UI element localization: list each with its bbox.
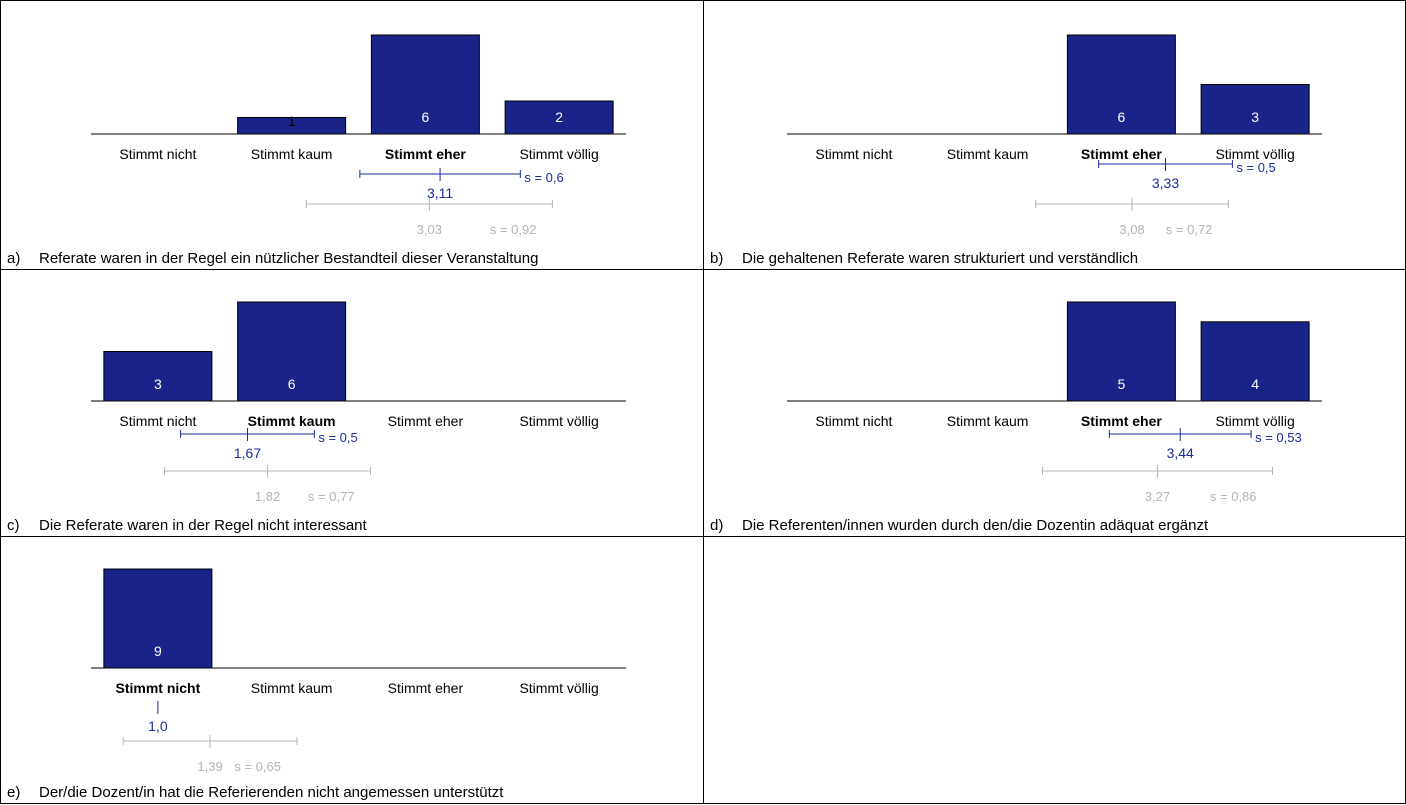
bar-4 — [1200, 321, 1310, 402]
reference-sd-label: s = 0,86 — [1210, 489, 1257, 504]
bar-value-label: 3 — [1251, 109, 1259, 125]
category-label: Stimmt eher — [1081, 413, 1162, 429]
category-label: Stimmt völlig — [519, 413, 598, 429]
bar-value-label: 6 — [1117, 109, 1125, 125]
caption-title: Die Referate waren in der Regel nicht in… — [39, 517, 367, 534]
own-mean-label: 1,67 — [234, 445, 261, 461]
chart-caption: c) Die Referate waren in der Regel nicht … — [7, 517, 367, 534]
category-label: Stimmt nicht — [119, 146, 196, 162]
reference-mean-label: 3,27 — [1145, 489, 1170, 504]
reference-sd-label: s = 0,92 — [490, 222, 537, 237]
category-label: Stimmt nicht — [119, 413, 196, 429]
chart-caption: e) Der/die Dozent/in hat die Referierende… — [7, 784, 503, 801]
category-label: Stimmt eher — [385, 146, 466, 162]
category-label: Stimmt eher — [388, 413, 464, 429]
bar-value-label: 4 — [1251, 376, 1259, 392]
reference-mean-label: 3,03 — [417, 222, 442, 237]
category-label: Stimmt völlig — [1215, 413, 1294, 429]
category-label: Stimmt nicht — [815, 413, 892, 429]
chart-panel-d: 5 4 Stimmt nicht Stimmt kaum Stimmt eher Stim… — [703, 269, 1406, 537]
category-label: Stimmt nicht — [115, 680, 200, 696]
chart-caption: b) Die gehaltenen Referate waren struktur… — [710, 250, 1138, 267]
category-label: Stimmt eher — [1081, 146, 1162, 162]
chart-svg: 1 6 2 Stimmt nicht Stimmt kaum Stimmt eher Sti… — [91, 34, 626, 237]
reference-mean-label: 3,08 — [1119, 222, 1144, 237]
caption-letter: e) — [7, 784, 21, 801]
bar-3 — [1066, 301, 1176, 402]
caption-title: Die Referenten/innen wurden durch den/di… — [742, 517, 1209, 534]
own-mean-label: 3,11 — [427, 185, 453, 201]
chart-panel-a: 1 6 2 Stimmt nicht Stimmt kaum Stimmt eher Sti… — [0, 0, 704, 270]
chart-svg: 6 3 Stimmt nicht Stimmt kaum Stimmt eher Stim… — [787, 34, 1322, 237]
bar-value-label: 1 — [288, 113, 296, 129]
bar-value-label: 6 — [288, 376, 296, 392]
category-label: Stimmt kaum — [947, 146, 1029, 162]
category-label: Stimmt kaum — [251, 680, 333, 696]
category-label: Stimmt nicht — [815, 146, 892, 162]
caption-title: Die gehaltenen Referate waren strukturie… — [742, 250, 1139, 267]
reference-mean-label: 1,82 — [255, 489, 280, 504]
own-sd-label: s = 0,53 — [1255, 430, 1302, 445]
chart-svg: 3 6 Stimmt nicht Stimmt kaum Stimmt eher Stim… — [91, 301, 626, 504]
caption-letter: c) — [7, 517, 20, 534]
reference-mean-label: 1,39 — [197, 759, 222, 774]
bar-4 — [504, 100, 614, 135]
chart-panel-c: 3 6 Stimmt nicht Stimmt kaum Stimmt eher Stim… — [0, 269, 704, 537]
caption-title: Der/die Dozent/in hat die Referierenden … — [39, 784, 504, 801]
category-label: Stimmt kaum — [947, 413, 1029, 429]
category-label: Stimmt kaum — [251, 146, 333, 162]
own-sd-label: s = 0,6 — [524, 170, 563, 185]
bar-3 — [370, 34, 480, 135]
own-sd-label: s = 0,5 — [1236, 160, 1275, 175]
chart-caption: a) Referate waren in der Regel ein nützli… — [7, 250, 538, 267]
chart-svg: 5 4 Stimmt nicht Stimmt kaum Stimmt eher Stim… — [787, 301, 1322, 504]
bar-3 — [1066, 34, 1176, 135]
empty-panel — [703, 536, 1406, 804]
bar-1 — [103, 351, 213, 402]
own-sd-label: s = 0,5 — [318, 430, 357, 445]
bar-value-label: 3 — [154, 376, 162, 392]
own-mean-label: 3,33 — [1152, 175, 1179, 191]
caption-letter: d) — [710, 517, 724, 534]
bar-value-label: 5 — [1117, 376, 1125, 392]
category-label: Stimmt völlig — [519, 680, 598, 696]
reference-sd-label: s = 0,77 — [308, 489, 355, 504]
category-label: Stimmt völlig — [1215, 146, 1294, 162]
bar-value-label: 2 — [555, 109, 563, 125]
bar-2 — [237, 301, 347, 402]
chart-panel-e: 9 Stimmt nicht Stimmt kaum Stimmt eher Stimm… — [0, 536, 704, 804]
caption-title: Referate waren in der Regel ein nützlich… — [39, 250, 539, 267]
bar-1 — [103, 568, 213, 669]
bar-value-label: 9 — [154, 643, 162, 659]
reference-sd-label: s = 0,65 — [234, 759, 281, 774]
bar-2 — [237, 117, 347, 135]
bar-value-label: 6 — [421, 109, 429, 125]
chart-svg: 9 Stimmt nicht Stimmt kaum Stimmt eher Stimm… — [91, 568, 626, 774]
chart-panel-b: 6 3 Stimmt nicht Stimmt kaum Stimmt eher Stim… — [703, 0, 1406, 270]
category-label: Stimmt völlig — [519, 146, 598, 162]
caption-letter: a) — [7, 250, 21, 267]
own-mean-label: 3,44 — [1167, 445, 1194, 461]
category-label: Stimmt kaum — [248, 413, 336, 429]
caption-letter: b) — [710, 250, 724, 267]
own-mean-label: 1,0 — [148, 718, 168, 734]
reference-sd-label: s = 0,72 — [1166, 222, 1213, 237]
chart-caption: d) Die Referenten/innen wurden durch den/… — [710, 517, 1208, 534]
bar-4 — [1200, 84, 1310, 135]
category-label: Stimmt eher — [388, 680, 464, 696]
